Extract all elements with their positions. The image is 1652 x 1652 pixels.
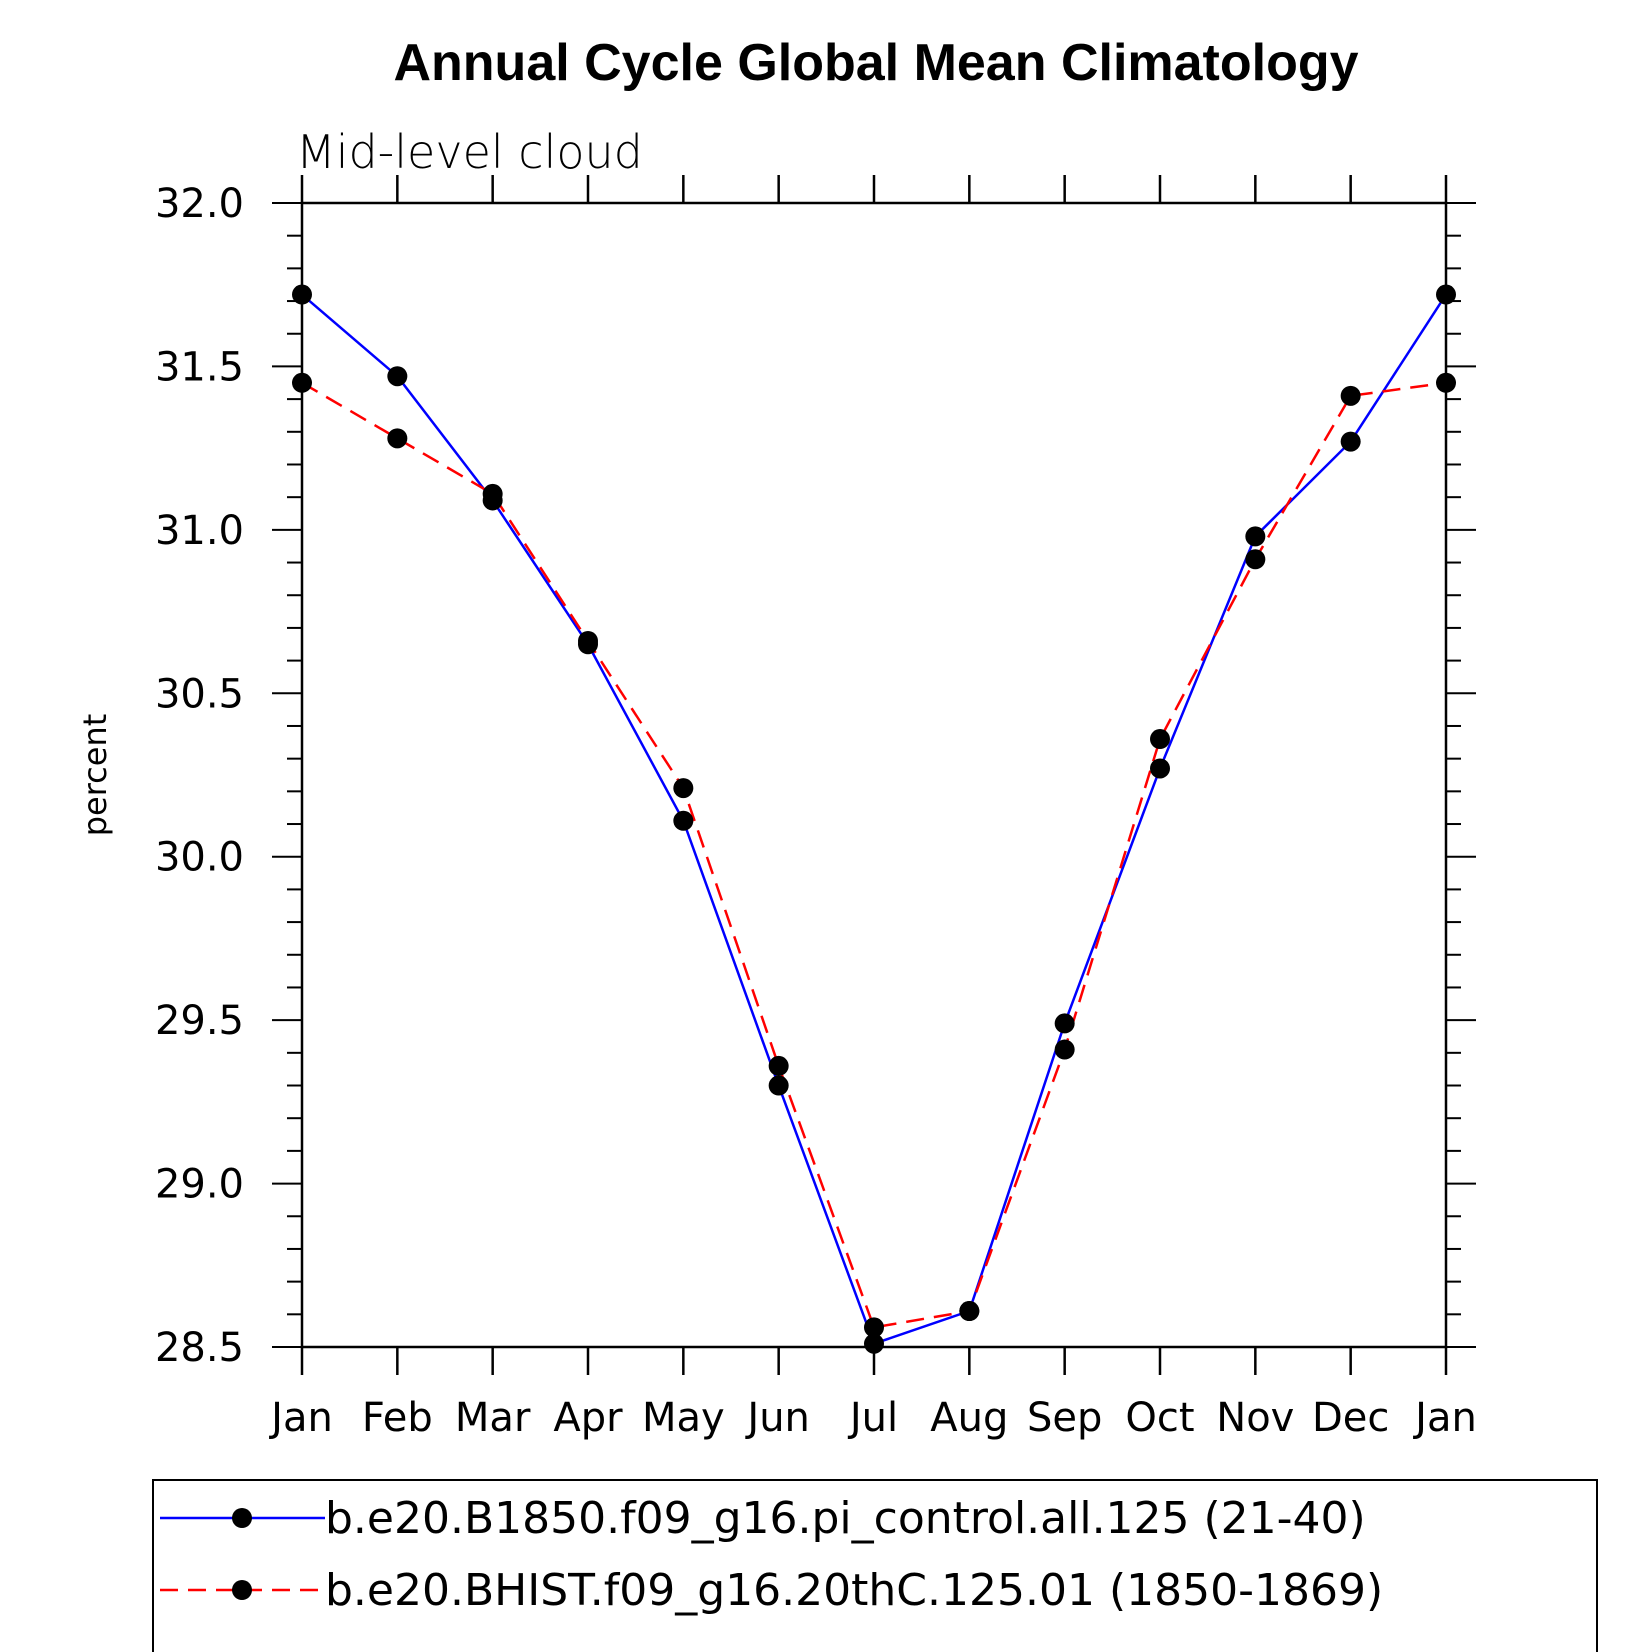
x-tick-label: Jun	[744, 1395, 810, 1441]
data-point-series-2	[1150, 729, 1170, 750]
y-tick-label: 31.5	[155, 344, 244, 390]
data-point-series-2	[1054, 1039, 1075, 1060]
x-tick-label: Sep	[1027, 1395, 1102, 1441]
series-layer	[292, 284, 1456, 1354]
data-point-series-2	[578, 630, 598, 651]
x-tick-label: Jan	[1412, 1395, 1477, 1441]
y-tick-label: 30.0	[155, 835, 244, 881]
x-tick-label: Jul	[847, 1395, 898, 1441]
axis-ticks	[272, 175, 1476, 1375]
x-tick-label: Nov	[1216, 1395, 1294, 1441]
data-point-series-2	[959, 1301, 980, 1322]
data-point-series-2	[1436, 372, 1456, 393]
data-point-series-1	[292, 284, 312, 305]
data-point-series-1	[1054, 1013, 1075, 1034]
data-point-series-1	[387, 366, 408, 387]
chart-title: Annual Cycle Global Mean Climatology	[393, 34, 1358, 92]
x-tick-label: Mar	[455, 1395, 531, 1441]
x-tick-label: Aug	[930, 1395, 1008, 1441]
data-point-series-2	[292, 372, 312, 393]
y-tick-label: 29.0	[155, 1162, 244, 1208]
legend-marker-1	[232, 1508, 252, 1528]
series-line-2	[301, 381, 1447, 1329]
plot-frame	[300, 201, 1448, 1349]
x-tick-label: Jan	[268, 1395, 333, 1441]
legend-box	[152, 1479, 1598, 1652]
legend-label-1: b.e20.B1850.f09_g16.pi_control.all.125 (…	[325, 1493, 1366, 1544]
data-point-series-2	[1245, 549, 1266, 570]
x-tick-label: Apr	[553, 1395, 623, 1441]
data-point-series-1	[768, 1075, 789, 1096]
chart-subtitle: Mid-level cloud	[296, 125, 643, 179]
data-point-series-2	[387, 428, 408, 449]
x-tick-label: Oct	[1125, 1395, 1194, 1441]
y-tick-label: 30.5	[155, 671, 244, 717]
x-tick-labels: Jan Feb Mar Apr May Jun Jul Aug Sep Oct Nov Dec Jan	[268, 1395, 1477, 1441]
y-tick-labels: 32.0 31.5 31.0 30.5 30.0 29.5 29.0 28.5	[155, 181, 244, 1371]
legend-marker-2	[232, 1580, 252, 1600]
legend-entries: b.e20.B1850.f09_g16.pi_control.all.125 (…	[160, 1493, 1383, 1616]
y-tick-label: 28.5	[155, 1325, 244, 1371]
data-point-series-1	[1340, 431, 1361, 452]
y-axis-label: percent	[76, 714, 114, 837]
x-tick-label: Dec	[1312, 1395, 1389, 1441]
data-point-series-1	[1150, 758, 1170, 779]
series-line-1	[301, 293, 1448, 1346]
y-tick-label: 31.0	[155, 508, 244, 554]
data-point-series-2	[768, 1055, 789, 1076]
x-tick-label: May	[642, 1395, 725, 1441]
x-tick-label: Feb	[362, 1395, 433, 1441]
data-point-series-1	[1436, 284, 1456, 305]
data-point-series-2	[864, 1317, 884, 1338]
y-tick-label: 32.0	[155, 181, 244, 227]
y-tick-label: 29.5	[155, 998, 244, 1044]
legend: b.e20.B1850.f09_g16.pi_control.all.125 (…	[152, 1479, 1598, 1652]
data-point-series-2	[482, 483, 503, 504]
data-point-series-1	[673, 810, 694, 831]
legend-label-2: b.e20.BHIST.f09_g16.20thC.125.01 (1850-1…	[325, 1565, 1383, 1616]
data-point-series-1	[864, 1333, 884, 1354]
data-point-series-2	[673, 778, 694, 799]
data-point-series-1	[1245, 526, 1266, 547]
data-point-series-2	[1340, 385, 1361, 406]
